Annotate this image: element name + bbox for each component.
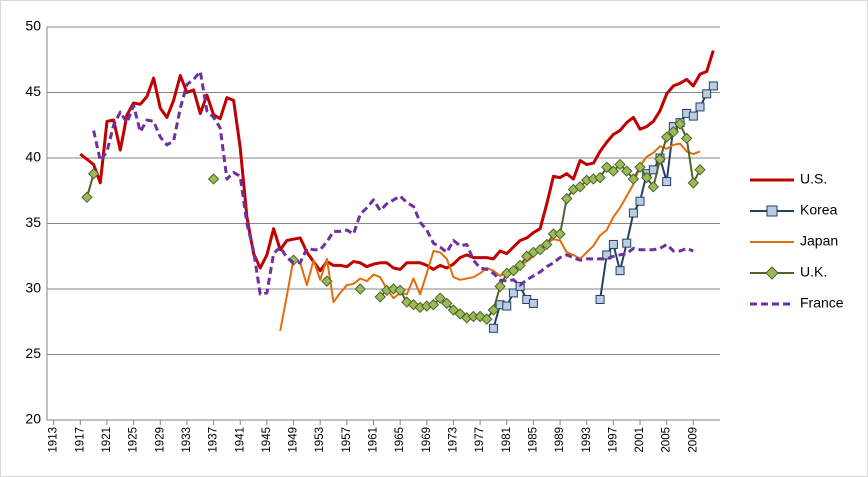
point: [695, 102, 705, 112]
point: [627, 173, 640, 185]
point: [614, 158, 626, 171]
point: [494, 280, 506, 293]
point: [481, 313, 493, 325]
y-tick-label: 35: [25, 214, 41, 230]
point: [594, 171, 606, 184]
x-tick-label: 1977: [474, 427, 486, 453]
point: [507, 264, 520, 277]
x-tick-label: 1953: [314, 427, 326, 453]
point: [487, 304, 500, 316]
x-tick-label: 1937: [208, 427, 220, 453]
x-tick-label: 1921: [101, 427, 113, 453]
point: [601, 161, 613, 173]
point: [474, 310, 486, 323]
legend-label: U.S.: [800, 171, 827, 187]
y-tick-label: 45: [25, 83, 41, 99]
x-tick-label: 1941: [234, 427, 246, 453]
point: [427, 299, 440, 311]
point: [534, 243, 546, 256]
y-tick-label: 40: [25, 149, 41, 165]
point: [680, 132, 693, 145]
point: [374, 291, 386, 303]
x-tick-label: 1961: [368, 427, 380, 453]
x-tick-label: 1965: [394, 427, 406, 453]
x-tick-label: 1933: [181, 427, 193, 453]
point: [595, 294, 605, 304]
series-line: [92, 70, 694, 296]
point: [647, 181, 660, 193]
point: [508, 288, 518, 298]
point: [607, 165, 620, 177]
point: [674, 118, 686, 130]
y-tick-label: 25: [25, 345, 41, 361]
x-tick-label: 2005: [661, 427, 673, 453]
x-tick-label: 1993: [581, 427, 593, 453]
point: [660, 131, 673, 143]
point: [608, 239, 618, 249]
x-tick-label: 1985: [527, 427, 539, 453]
y-tick-label: 20: [25, 411, 41, 427]
x-tick-label: 1917: [74, 427, 86, 453]
x-tick-label: 1981: [501, 427, 513, 453]
series-line: [79, 50, 715, 273]
point: [667, 126, 680, 138]
x-tick-label: 2001: [634, 427, 646, 453]
point: [574, 181, 586, 193]
point: [207, 173, 220, 185]
point: [654, 153, 666, 166]
point: [502, 301, 512, 311]
point: [561, 192, 573, 205]
point: [602, 250, 612, 260]
legend-label: Japan: [800, 233, 838, 249]
point: [454, 308, 466, 320]
point: [622, 238, 632, 248]
legend-marker: [766, 205, 778, 217]
x-tick-label: 1913: [48, 427, 60, 453]
point: [554, 228, 566, 240]
y-tick-label: 50: [25, 18, 41, 34]
x-tick-label: 2009: [687, 427, 699, 453]
point: [708, 81, 718, 91]
legend-label: France: [800, 295, 844, 311]
point: [634, 161, 646, 173]
point: [401, 296, 413, 308]
point: [514, 259, 526, 272]
point: [87, 168, 100, 180]
point: [354, 283, 366, 295]
point: [662, 177, 672, 187]
point: [621, 165, 633, 177]
x-tick-label: 1925: [128, 427, 140, 453]
x-tick-label: 1969: [421, 427, 433, 453]
point: [687, 177, 700, 189]
point: [702, 89, 712, 99]
point: [541, 238, 553, 251]
point: [488, 323, 498, 333]
point: [528, 298, 538, 308]
point: [81, 191, 93, 204]
x-tick-label: 1945: [261, 427, 273, 453]
point: [394, 284, 406, 297]
point: [688, 111, 698, 121]
legend-marker: [765, 266, 779, 280]
point: [694, 164, 706, 176]
x-tick-label: 1997: [607, 427, 619, 453]
x-tick-label: 1949: [288, 427, 300, 453]
point: [441, 297, 453, 310]
y-tick-label: 30: [25, 280, 41, 296]
x-tick-label: 1989: [554, 427, 566, 453]
point: [628, 208, 638, 218]
legend-label: Korea: [800, 202, 838, 218]
x-tick-label: 1929: [154, 427, 166, 453]
series-line: [279, 142, 701, 332]
x-tick-label: 1973: [447, 427, 459, 453]
point: [434, 292, 446, 304]
point: [640, 171, 653, 184]
point: [321, 275, 333, 287]
point: [635, 196, 645, 206]
x-tick-label: 1957: [341, 427, 353, 453]
point: [615, 266, 625, 276]
legend-label: U.K.: [800, 264, 827, 280]
